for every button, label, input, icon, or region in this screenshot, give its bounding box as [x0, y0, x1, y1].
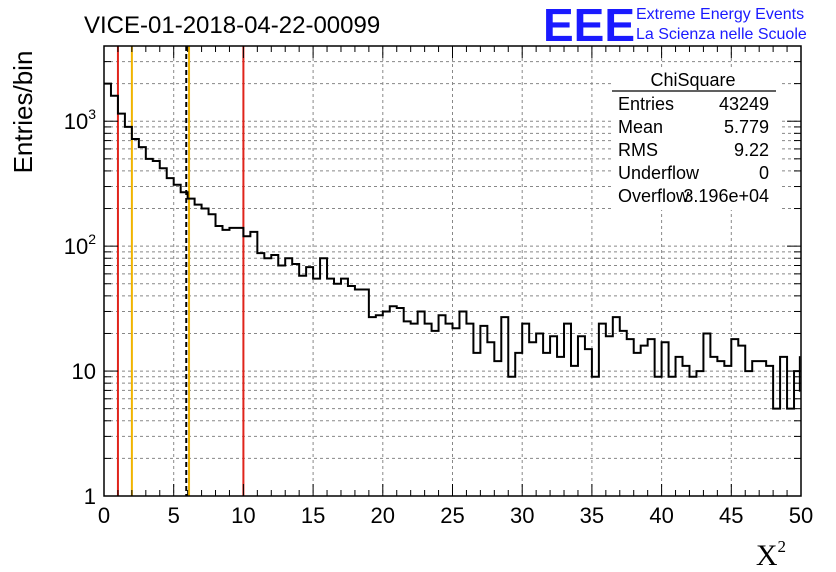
logo-mark: EEE [543, 0, 635, 51]
histogram-series [104, 82, 801, 410]
y-tick-label: 1 [84, 484, 96, 509]
logo: EEE Extreme Energy Events La Scienza nel… [543, 0, 807, 51]
histogram-line [104, 82, 801, 410]
stats-row-value: 3.196e+04 [683, 186, 769, 206]
stats-row-label: Entries [618, 94, 674, 114]
stats-row-value: 0 [759, 163, 769, 183]
y-tick-label: 103 [64, 106, 96, 134]
stats-rows: Entries 43249 Mean 5.779 RMS 9.22 Underflow 0 Ov… [618, 94, 769, 206]
x-tick-label: 15 [301, 503, 325, 528]
y-tick-label-base: 10 [64, 109, 88, 134]
y-tick-label-exponent: 2 [88, 231, 96, 247]
x-tick-label: 10 [231, 503, 255, 528]
stats-row-value: 43249 [719, 94, 769, 114]
y-tick-label: 102 [64, 231, 96, 259]
logo-line-1: Extreme Energy Events [636, 6, 804, 23]
y-tick-label-exponent: 3 [88, 106, 96, 122]
x-tick-label: 0 [98, 503, 110, 528]
stats-row-value: 9.22 [734, 140, 769, 160]
x-tick-label: 50 [789, 503, 813, 528]
stats-row-value: 5.779 [724, 117, 769, 137]
stats-row-label: Overflow [618, 186, 690, 206]
x-tick-label: 45 [719, 503, 743, 528]
logo-line-2: La Scienza nelle Scuole [636, 26, 807, 43]
x-tick-labels: 0 5 10 15 20 25 30 35 40 45 50 [98, 503, 813, 528]
stats-title: ChiSquare [650, 70, 735, 90]
stats-row-label: Mean [618, 117, 663, 137]
y-tick-label: 10 [72, 359, 96, 384]
axis-ticks [103, 45, 802, 497]
x-tick-label: 5 [168, 503, 180, 528]
x-axis-title-exponent: 2 [778, 537, 787, 556]
y-tick-label-base: 1 [84, 484, 96, 509]
chart-title: VICE-01-2018-04-22-00099 [84, 12, 380, 39]
x-axis-title: X2 [756, 537, 786, 572]
x-tick-label: 20 [371, 503, 395, 528]
y-axis-title: Entries/bin [8, 51, 38, 174]
x-tick-label: 25 [440, 503, 464, 528]
stats-box-background [612, 70, 780, 210]
x-tick-label: 40 [649, 503, 673, 528]
x-tick-label: 35 [580, 503, 604, 528]
stats-row-label: RMS [618, 140, 658, 160]
stats-row-label: Underflow [618, 163, 700, 183]
x-tick-label: 30 [510, 503, 534, 528]
stats-box: ChiSquare Entries 43249 Mean 5.779 RMS 9.22 Un… [612, 70, 780, 210]
y-tick-label-base: 10 [72, 359, 96, 384]
x-axis-title-base: X [756, 539, 778, 572]
y-tick-label-base: 10 [64, 234, 88, 259]
